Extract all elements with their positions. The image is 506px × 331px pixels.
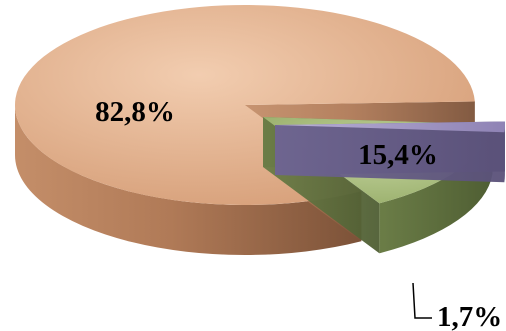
slice-label-large: 82,8% <box>95 96 175 128</box>
slice-small-cut-start <box>275 125 505 183</box>
slice-large-side <box>15 105 362 255</box>
slice-small <box>275 121 505 183</box>
leader-line <box>412 282 432 319</box>
labels-layer: 82,8% 15,4% 1,7% <box>95 96 502 331</box>
slice-large-top <box>15 5 475 206</box>
slice-medium-side <box>379 124 493 254</box>
slice-small-top <box>275 121 505 133</box>
slices-layer <box>15 5 505 255</box>
slice-label-medium: 15,4% <box>358 139 438 171</box>
slice-label-small: 1,7% <box>437 301 502 331</box>
